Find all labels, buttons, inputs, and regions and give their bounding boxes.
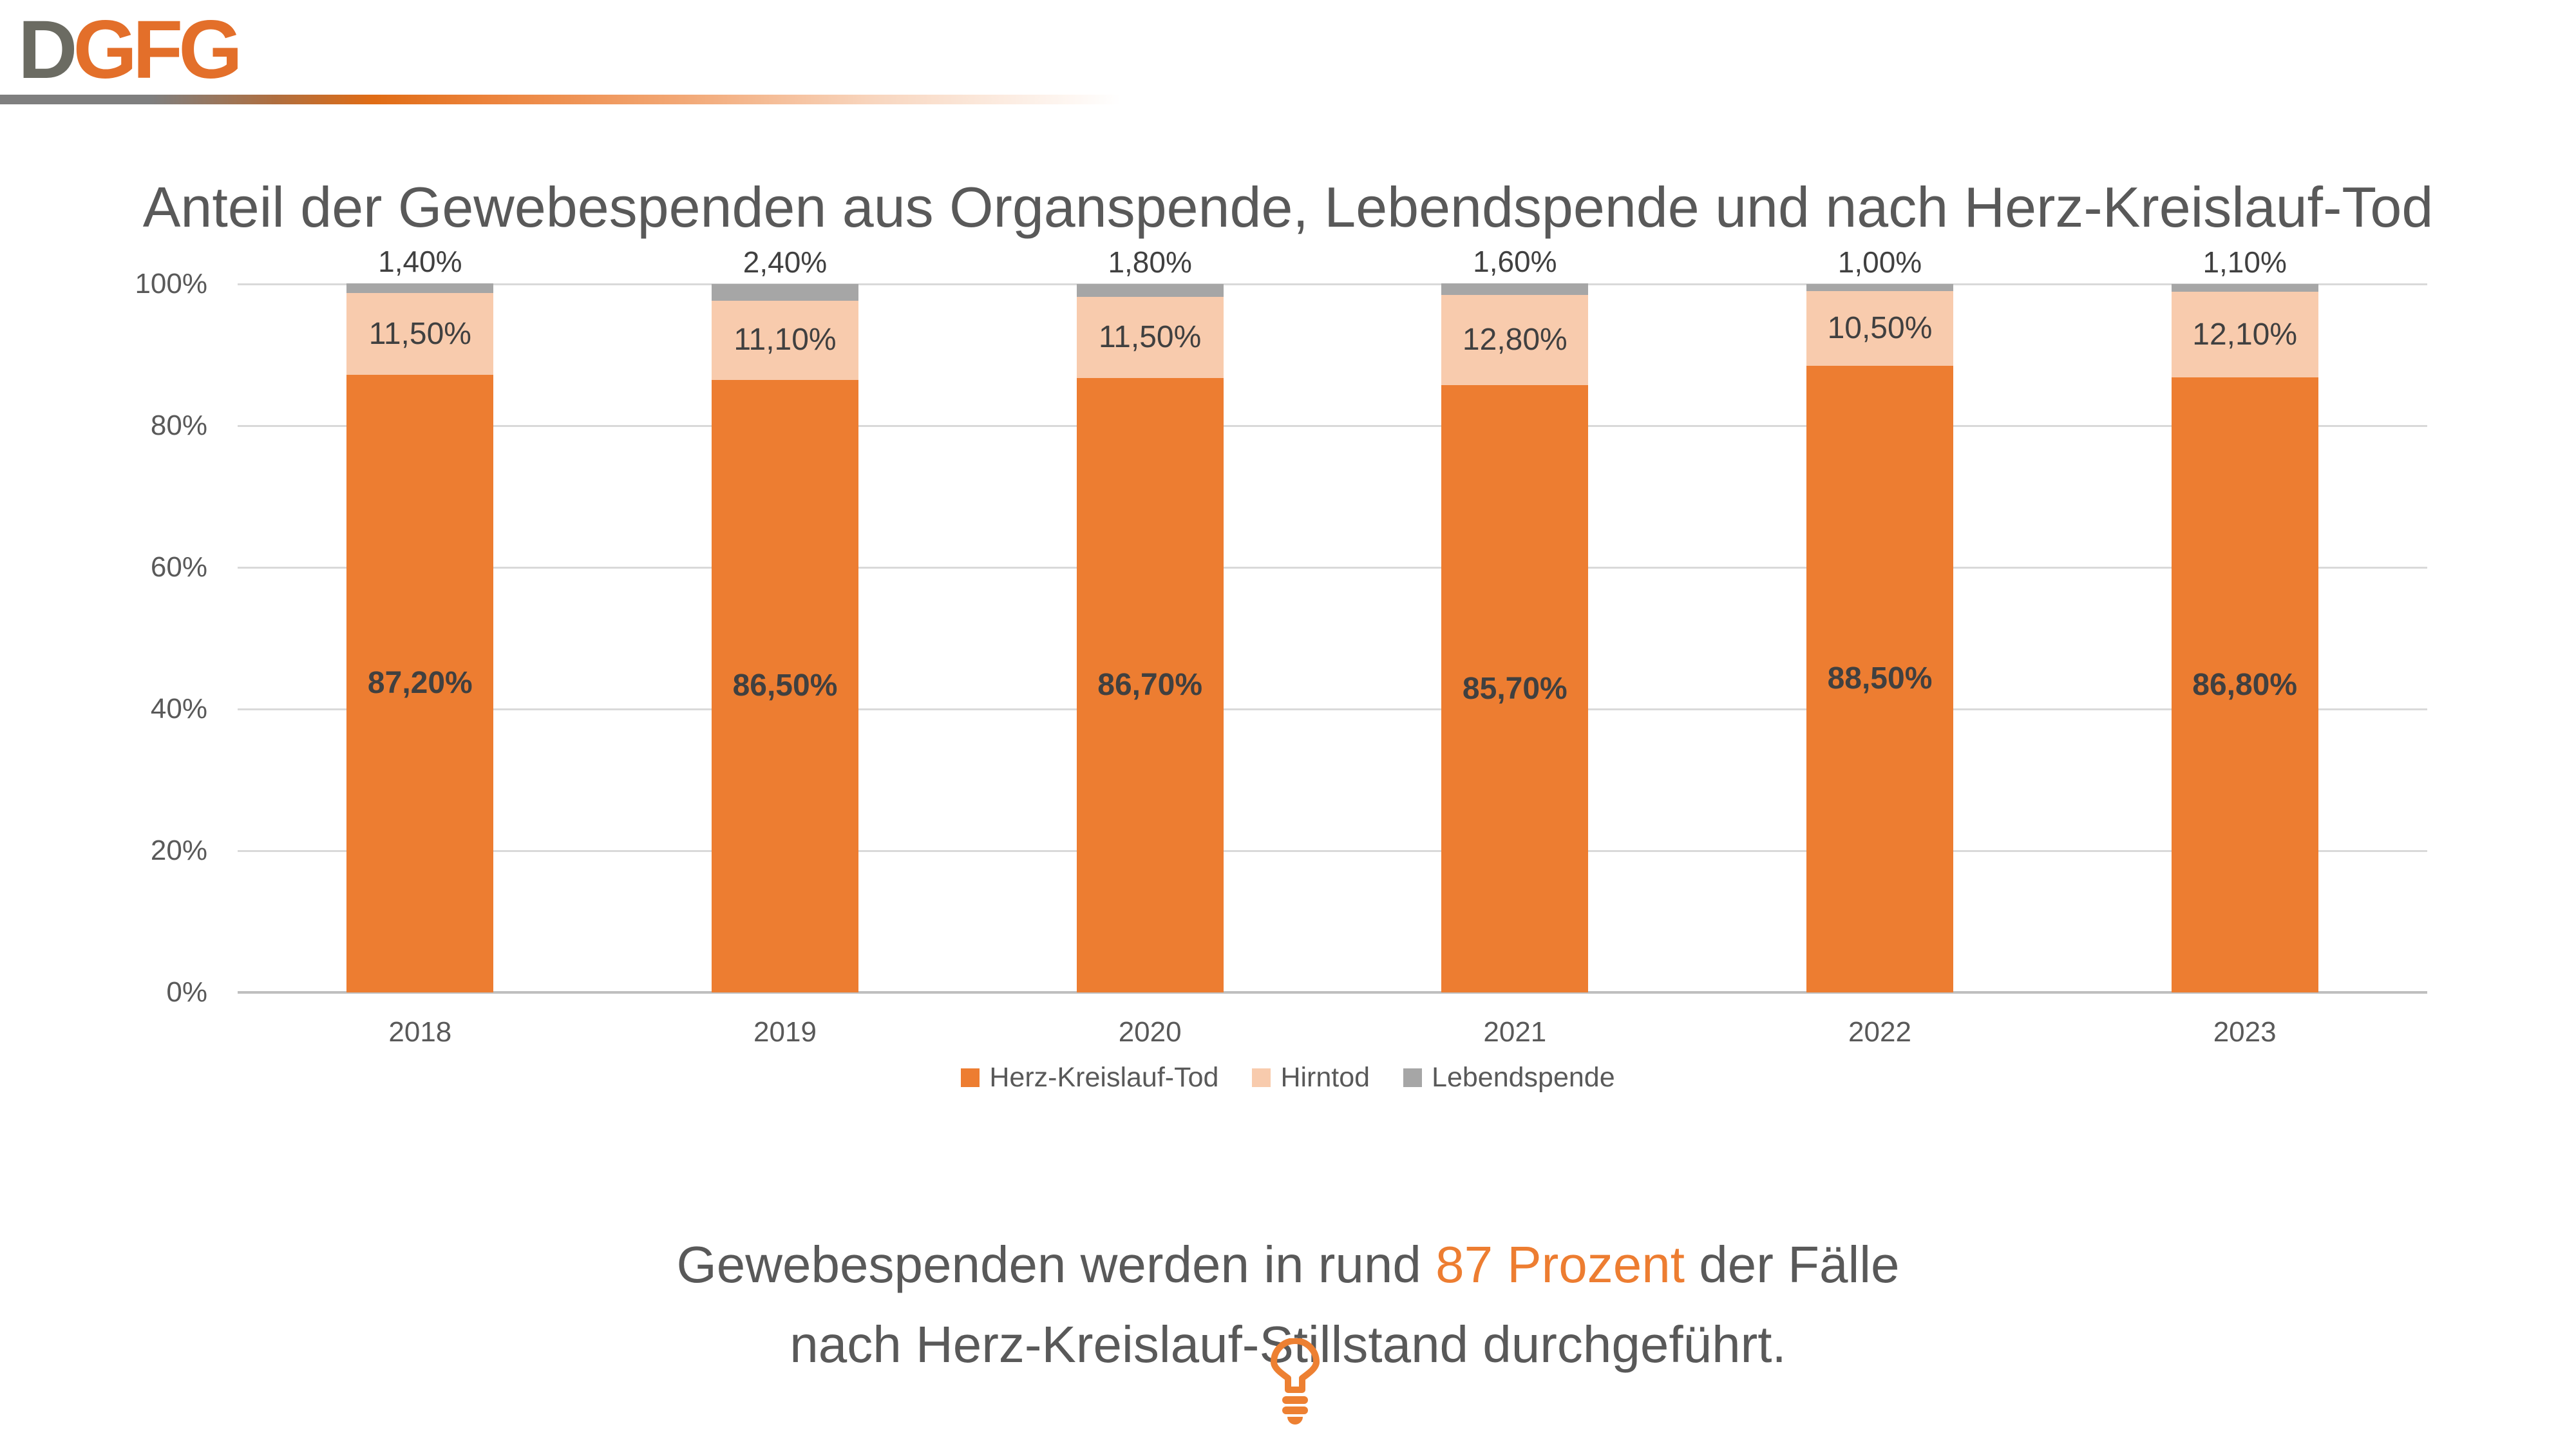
x-category-label: 2023 bbox=[2213, 1016, 2277, 1048]
x-category-label: 2020 bbox=[1118, 1016, 1182, 1048]
brand-gradient-rule bbox=[0, 95, 1124, 104]
lightbulb-icon bbox=[1271, 1338, 1320, 1425]
y-tick-label: 80% bbox=[150, 410, 207, 441]
bar-segment-herz-kreislauf-tod bbox=[1441, 385, 1589, 992]
bar-segment-lebendspende bbox=[1806, 284, 1953, 291]
legend-item-hirntod: Hirntod bbox=[1252, 1064, 1370, 1092]
data-label-herz-kreislauf-tod: 85,70% bbox=[1462, 671, 1567, 706]
x-category-label: 2022 bbox=[1848, 1016, 1911, 1048]
dgfg-logo: DGFG bbox=[18, 9, 243, 91]
gridline-20 bbox=[238, 850, 2427, 852]
gridline-80 bbox=[238, 425, 2427, 427]
x-category-label: 2018 bbox=[388, 1016, 452, 1048]
x-category-label: 2021 bbox=[1483, 1016, 1547, 1048]
data-label-hirntod: 12,80% bbox=[1462, 322, 1567, 357]
bar-segment-herz-kreislauf-tod bbox=[1806, 365, 1953, 992]
data-label-lebendspende: 1,00% bbox=[1837, 245, 1922, 279]
gridline-0 bbox=[238, 991, 2427, 994]
gridline-40 bbox=[238, 708, 2427, 710]
data-label-hirntod: 11,50% bbox=[1099, 320, 1202, 355]
caption-line1: Gewebespenden werden in rund 87 Prozent … bbox=[677, 1236, 1900, 1293]
plot-area: 87,20% 11,50% 1,40% 86,50% 11,10% 2,40% 86,70%… bbox=[238, 245, 2427, 994]
data-label-lebendspende: 2,40% bbox=[743, 245, 828, 279]
x-axis: 2018 2019 2020 2021 2022 2023 bbox=[238, 1014, 2427, 1050]
data-label-herz-kreislauf-tod: 87,20% bbox=[367, 666, 473, 701]
bar-segment-lebendspende bbox=[2171, 284, 2318, 292]
bar-segment-lebendspende bbox=[346, 283, 494, 294]
caption-segment: Gewebespenden werden in rund bbox=[676, 1236, 1436, 1293]
y-tick-label: 60% bbox=[150, 551, 207, 583]
chart-title: Anteil der Gewebespenden aus Organspende… bbox=[142, 175, 2434, 239]
y-tick-label: 40% bbox=[150, 693, 207, 724]
data-label-hirntod: 11,50% bbox=[368, 316, 471, 351]
legend-label: Hirntod bbox=[1280, 1062, 1370, 1093]
legend-swatch bbox=[1403, 1068, 1423, 1087]
gridline-100 bbox=[238, 283, 2427, 285]
data-label-lebendspende: 1,80% bbox=[1108, 245, 1192, 279]
caption-text: Gewebespenden werden in rund 87 Prozent … bbox=[0, 1225, 2576, 1385]
bar-segment-lebendspende bbox=[712, 284, 858, 301]
bar-segment-lebendspende bbox=[1441, 283, 1589, 295]
data-label-herz-kreislauf-tod: 86,50% bbox=[732, 668, 838, 703]
data-label-lebendspende: 1,40% bbox=[378, 244, 462, 278]
data-label-hirntod: 10,50% bbox=[1827, 310, 1933, 345]
bar-segment-hirntod bbox=[346, 293, 494, 375]
legend-item-lebendspende: Lebendspende bbox=[1403, 1064, 1615, 1092]
bar-segment-hirntod bbox=[712, 301, 858, 380]
legend-label: Herz-Kreislauf-Tod bbox=[989, 1062, 1219, 1093]
chart-legend: Herz-Kreislauf-Tod Hirntod Lebendspende bbox=[0, 1064, 2576, 1092]
data-label-hirntod: 11,10% bbox=[734, 323, 837, 357]
data-label-lebendspende: 1,60% bbox=[1473, 244, 1557, 278]
caption-highlight: 87 Prozent bbox=[1435, 1236, 1685, 1293]
bar-segment-hirntod bbox=[1076, 296, 1224, 379]
y-tick-label: 100% bbox=[135, 268, 207, 299]
data-label-herz-kreislauf-tod: 86,80% bbox=[2192, 667, 2298, 702]
caption-segment: der Fälle bbox=[1685, 1236, 1900, 1293]
legend-swatch bbox=[961, 1068, 980, 1087]
bar-segment-hirntod bbox=[1806, 291, 1953, 366]
bar-segment-hirntod bbox=[1441, 294, 1589, 386]
data-label-hirntod: 12,10% bbox=[2192, 317, 2298, 352]
x-category-label: 2019 bbox=[753, 1016, 817, 1048]
bar-segment-herz-kreislauf-tod bbox=[346, 374, 494, 992]
legend-swatch bbox=[1252, 1068, 1271, 1087]
legend-label: Lebendspende bbox=[1432, 1062, 1615, 1093]
logo-letter-gray: D bbox=[18, 4, 77, 96]
data-label-lebendspende: 1,10% bbox=[2202, 245, 2287, 279]
data-label-herz-kreislauf-tod: 86,70% bbox=[1097, 668, 1203, 703]
bar-segment-herz-kreislauf-tod bbox=[1076, 378, 1224, 992]
y-tick-label: 20% bbox=[150, 835, 207, 866]
bar-segment-herz-kreislauf-tod bbox=[712, 379, 858, 992]
bar-segment-herz-kreislauf-tod bbox=[2171, 377, 2318, 992]
bar-segment-lebendspende bbox=[1076, 284, 1224, 297]
data-label-herz-kreislauf-tod: 88,50% bbox=[1827, 661, 1933, 696]
legend-item-herz-kreislauf-tod: Herz-Kreislauf-Tod bbox=[961, 1064, 1218, 1092]
bar-segment-hirntod bbox=[2171, 292, 2318, 378]
gridline-60 bbox=[238, 567, 2427, 569]
y-tick-label: 0% bbox=[166, 976, 207, 1008]
logo-letters-orange: GFG bbox=[73, 4, 242, 96]
